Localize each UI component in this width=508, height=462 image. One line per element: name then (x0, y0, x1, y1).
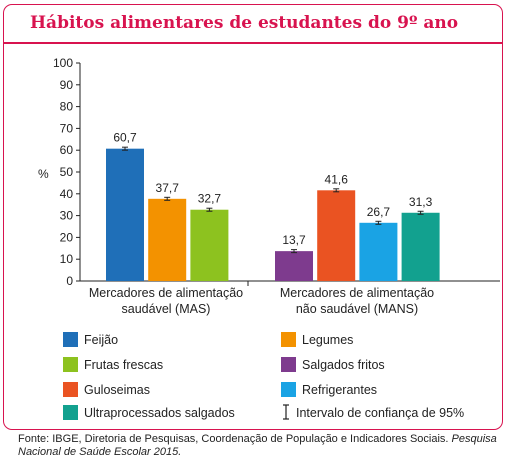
legend-swatch (281, 382, 296, 397)
bar-value-label: 26,7 (367, 205, 391, 219)
y-tick-label: 0 (66, 274, 73, 288)
x-group-label: saudável (MAS) (122, 302, 211, 316)
x-group-label: Mercadores de alimentação (280, 286, 434, 300)
bar (275, 251, 313, 281)
source-text: Fonte: IBGE, Diretoria de Pesquisas, Coo… (18, 433, 449, 445)
chart-title: Hábitos alimentares de estudantes do 9º … (30, 13, 459, 33)
x-group-label: não saudável (MANS) (296, 302, 418, 316)
source-note: Fonte: IBGE, Diretoria de Pesquisas, Coo… (18, 433, 508, 459)
legend-swatch (281, 332, 296, 347)
legend-label: Feijão (84, 333, 118, 347)
y-tick-label: 80 (60, 100, 74, 114)
y-tick-label: 30 (60, 209, 74, 223)
bar (317, 190, 356, 281)
bar-value-label: 31,3 (409, 195, 433, 209)
legend-swatch (63, 405, 78, 420)
legend-label: Salgados fritos (302, 358, 385, 372)
bar (359, 222, 398, 281)
bar-value-label: 32,7 (198, 192, 222, 206)
y-axis-label: % (38, 167, 49, 181)
y-tick-label: 10 (60, 252, 74, 266)
legend-label: Guloseimas (84, 383, 150, 397)
bar-value-label: 41,6 (325, 172, 349, 186)
bar (401, 212, 440, 281)
chart-frame (3, 4, 503, 430)
bar-value-label: 60,7 (113, 131, 137, 145)
bar-value-label: 13,7 (282, 233, 306, 247)
legend-label: Intervalo de confiança de 95% (296, 406, 464, 420)
y-tick-label: 50 (60, 165, 74, 179)
y-tick-label: 40 (60, 187, 74, 201)
bar (106, 148, 144, 281)
legend-swatch (63, 332, 78, 347)
x-group-label: Mercadores de alimentação (89, 286, 243, 300)
legend-swatch (63, 357, 78, 372)
legend-label: Legumes (302, 333, 353, 347)
bar-value-label: 37,7 (156, 181, 180, 195)
legend-swatch (281, 357, 296, 372)
source-publication: Pesquisa Nacional de Saúde Escolar 2015. (18, 433, 497, 458)
legend-label: Refrigerantes (302, 383, 377, 397)
y-tick-label: 20 (60, 230, 74, 244)
y-tick-label: 60 (60, 143, 74, 157)
bar (148, 198, 187, 281)
legend-label: Frutas frescas (84, 358, 163, 372)
y-tick-label: 90 (60, 78, 74, 92)
bar (190, 209, 229, 281)
legend-swatch (63, 382, 78, 397)
y-tick-label: 100 (53, 56, 73, 70)
title-rule (3, 42, 503, 44)
y-tick-label: 70 (60, 121, 74, 135)
legend-label: Ultraprocessados salgados (84, 406, 235, 420)
